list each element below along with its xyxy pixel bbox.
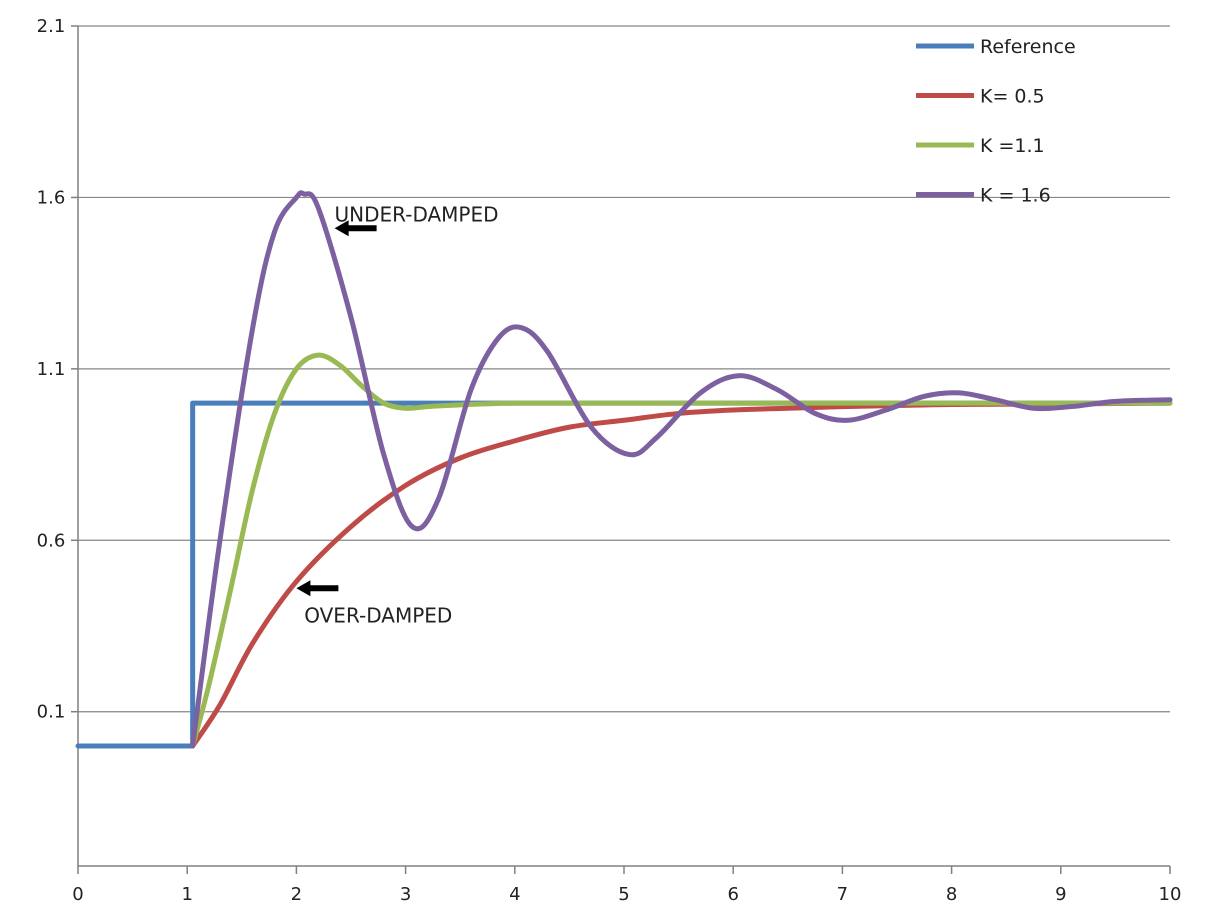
x-tick-label-6: 6	[727, 884, 738, 905]
annotation-arrow-head-1	[296, 580, 311, 597]
x-tick-label-2: 2	[291, 884, 302, 905]
x-tick-label-8: 8	[946, 884, 957, 905]
x-tick-label-4: 4	[509, 884, 520, 905]
y-tick-label-2: 1.1	[37, 359, 66, 380]
legend-label-2: K =1.1	[980, 135, 1045, 157]
annotation-arrow-0	[334, 220, 377, 237]
annotation-label-0: UNDER-DAMPED	[335, 203, 499, 227]
axes	[71, 25, 1171, 874]
annotation-label-1: OVER-DAMPED	[304, 604, 452, 628]
series-lines	[75, 190, 1173, 749]
annotations: UNDER-DAMPED OVER-DAMPED	[296, 203, 499, 628]
x-tick-label-7: 7	[837, 884, 848, 905]
grid-lines	[78, 25, 1170, 713]
y-tick-label-1: 0.6	[37, 530, 66, 551]
legend: Reference K= 0.5 K =1.1 K = 1.6	[916, 36, 1076, 207]
series-line-1	[190, 400, 1173, 749]
x-tick-label-5: 5	[618, 884, 629, 905]
y-tick-label-0: 0.1	[37, 702, 66, 723]
x-tick-label-1: 1	[181, 884, 192, 905]
x-tick-label-10: 10	[1159, 884, 1182, 905]
x-tick-label-3: 3	[400, 884, 411, 905]
annotation-arrow-head-0	[334, 220, 349, 237]
legend-label-3: K = 1.6	[980, 185, 1051, 207]
x-tick-label-0: 0	[72, 884, 83, 905]
series-line-3	[190, 190, 1173, 749]
x-tick-label-9: 9	[1055, 884, 1066, 905]
series-line-2	[190, 352, 1173, 749]
tick-labels: 0 1 2 3 4 5 6 7 8 9 10 0.1 0.6 1.1 1.6 2.1	[37, 16, 1182, 905]
legend-label-0: Reference	[980, 36, 1076, 58]
legend-label-1: K= 0.5	[980, 86, 1045, 108]
annotation-arrow-1	[296, 580, 339, 597]
y-tick-label-3: 1.6	[37, 187, 66, 208]
y-tick-label-4: 2.1	[37, 16, 66, 37]
